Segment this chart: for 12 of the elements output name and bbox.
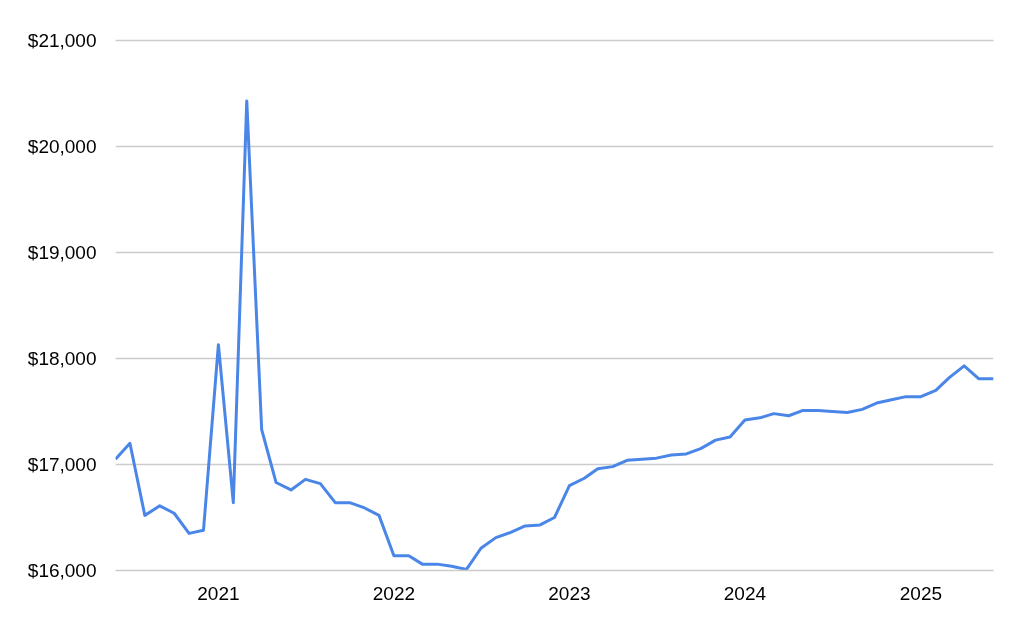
x-tick-label: 2022 [372,582,416,604]
x-tick-label: 2024 [723,582,767,604]
y-tick-label: $17,000 [27,454,97,475]
x-tick-label: 2023 [548,582,591,604]
x-tick-label: 2021 [197,582,240,604]
y-tick-label: $21,000 [27,30,97,51]
y-tick-label: $16,000 [27,560,97,581]
y-tick-label: $18,000 [27,348,97,369]
line-series [115,99,994,571]
y-tick-label: $20,000 [27,136,97,157]
y-tick-label: $19,000 [27,242,97,263]
x-tick-label: 2025 [899,582,943,604]
